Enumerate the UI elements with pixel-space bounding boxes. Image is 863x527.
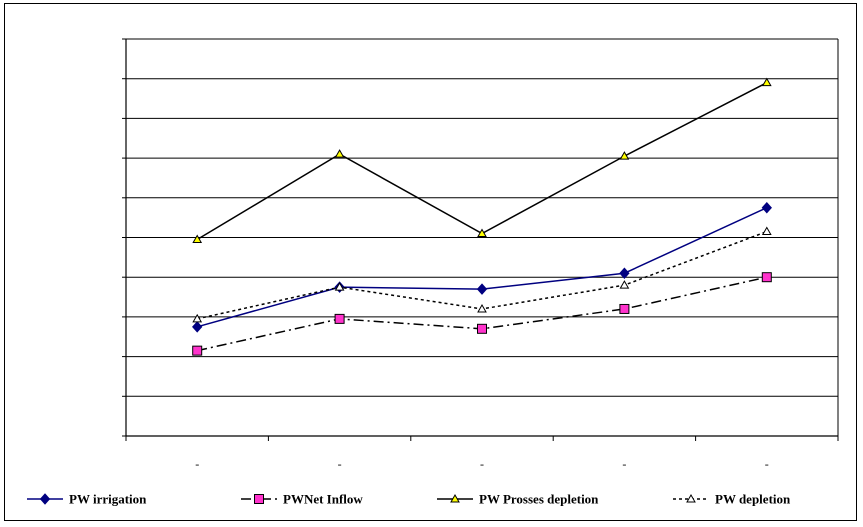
data-point-triangle	[477, 303, 487, 313]
data-point-triangle	[761, 226, 772, 236]
chart-frame: - - - - - PW irrigation PWNet Inflow PW Prosse…	[4, 3, 857, 521]
data-point-triangle	[334, 282, 345, 291]
data-point-square	[761, 272, 772, 283]
series-lines	[192, 77, 772, 356]
series-2	[192, 272, 772, 356]
legend-entry-2: PWNet Inflow	[241, 492, 363, 507]
data-point-triangle	[450, 493, 460, 503]
data-point-square	[334, 313, 345, 324]
legend-label: PWNet Inflow	[283, 492, 363, 507]
x-tick-label: -	[338, 457, 342, 471]
data-point-square	[619, 303, 630, 314]
axes	[122, 38, 839, 441]
legend-entry-1: PW irrigation	[27, 492, 147, 507]
data-point-triangle	[686, 493, 696, 503]
legend-label: PW depletion	[715, 492, 791, 507]
x-tick-label: -	[480, 457, 484, 471]
series-1	[192, 201, 772, 333]
legend-label: PW Prosses depletion	[479, 492, 599, 507]
data-point-triangle	[619, 280, 630, 289]
data-point-triangle	[477, 228, 487, 238]
data-point-triangle	[619, 151, 630, 160]
data-point-diamond	[761, 201, 772, 214]
data-point-triangle	[192, 313, 203, 323]
x-tick-label: -	[765, 457, 769, 471]
gridlines	[126, 38, 839, 436]
data-point-diamond	[476, 283, 488, 295]
x-tick-labels: -----	[195, 457, 769, 471]
series-4	[192, 226, 772, 323]
data-point-diamond	[39, 493, 51, 505]
data-point-diamond	[619, 267, 630, 279]
series-3	[192, 77, 772, 243]
x-tick-label: -	[622, 457, 626, 471]
data-point-square	[192, 345, 203, 356]
data-point-triangle	[334, 149, 345, 158]
data-point-diamond	[192, 321, 203, 333]
x-tick-label: -	[195, 457, 199, 471]
data-point-square	[477, 323, 487, 334]
data-point-triangle	[192, 234, 203, 243]
legend-entry-4: PW depletion	[673, 492, 791, 507]
legend-entry-3: PW Prosses depletion	[437, 492, 599, 507]
legend: PW irrigation PWNet Inflow PW Prosses depl…	[27, 492, 791, 507]
line-chart: - - - - - PW irrigation PWNet Inflow PW Prosse…	[27, 38, 839, 507]
legend-label: PW irrigation	[69, 492, 147, 507]
series-line	[196, 82, 768, 241]
data-point-square	[254, 494, 264, 504]
data-point-triangle	[761, 77, 772, 87]
